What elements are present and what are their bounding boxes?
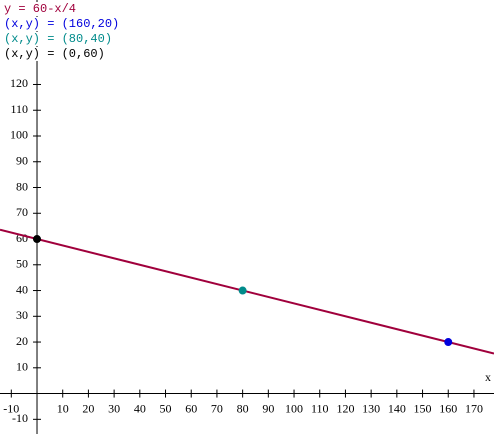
y-tick-label: 50: [16, 257, 28, 271]
y-tick-label: 40: [16, 282, 28, 296]
x-tick-label: 10: [57, 401, 69, 415]
y-tick-label: 20: [16, 334, 28, 348]
legend-entry: (x,y) = (0,60): [4, 47, 105, 61]
point: [444, 338, 453, 347]
legend-bg: [2, 17, 124, 31]
x-tick-label: 40: [134, 401, 146, 415]
legend-bg: [2, 32, 124, 46]
x-tick-label: 170: [465, 401, 483, 415]
function-line: [0, 228, 494, 355]
x-tick-label: 130: [362, 401, 380, 415]
y-tick-label: 10: [16, 360, 28, 374]
x-tick-label: 30: [108, 401, 120, 415]
x-tick-label: 50: [160, 401, 172, 415]
legend-entry: (x,y) = (160,20): [4, 17, 119, 31]
legend-bg: [2, 2, 124, 16]
x-tick-label: 90: [262, 401, 274, 415]
y-tick-label: 100: [10, 128, 28, 142]
legend-entry: (x,y) = (80,40): [4, 32, 112, 46]
y-tick-label: -10: [12, 411, 28, 425]
legend-bg: [2, 47, 124, 61]
y-tick-label: 60: [16, 231, 28, 245]
x-tick-label: 120: [336, 401, 354, 415]
x-tick-label: 80: [237, 401, 249, 415]
y-tick-label: 70: [16, 205, 28, 219]
y-tick-label: 30: [16, 308, 28, 322]
x-tick-label: 140: [388, 401, 406, 415]
x-tick-label: 160: [439, 401, 457, 415]
x-tick-label: 100: [285, 401, 303, 415]
y-tick-label: 110: [10, 102, 28, 116]
point: [33, 235, 42, 244]
point: [238, 286, 247, 295]
y-tick-label: 120: [10, 76, 28, 90]
x-tick-label: 150: [414, 401, 432, 415]
y-tick-label: 80: [16, 179, 28, 193]
x-tick-label: 70: [211, 401, 223, 415]
x-tick-label: 20: [82, 401, 94, 415]
x-tick-label: -10: [3, 401, 19, 415]
x-axis-label: x: [485, 370, 491, 384]
y-tick-label: 90: [16, 154, 28, 168]
x-tick-label: 110: [311, 401, 329, 415]
x-tick-label: 60: [185, 401, 197, 415]
legend-entry: y = 60-x/4: [4, 2, 76, 16]
